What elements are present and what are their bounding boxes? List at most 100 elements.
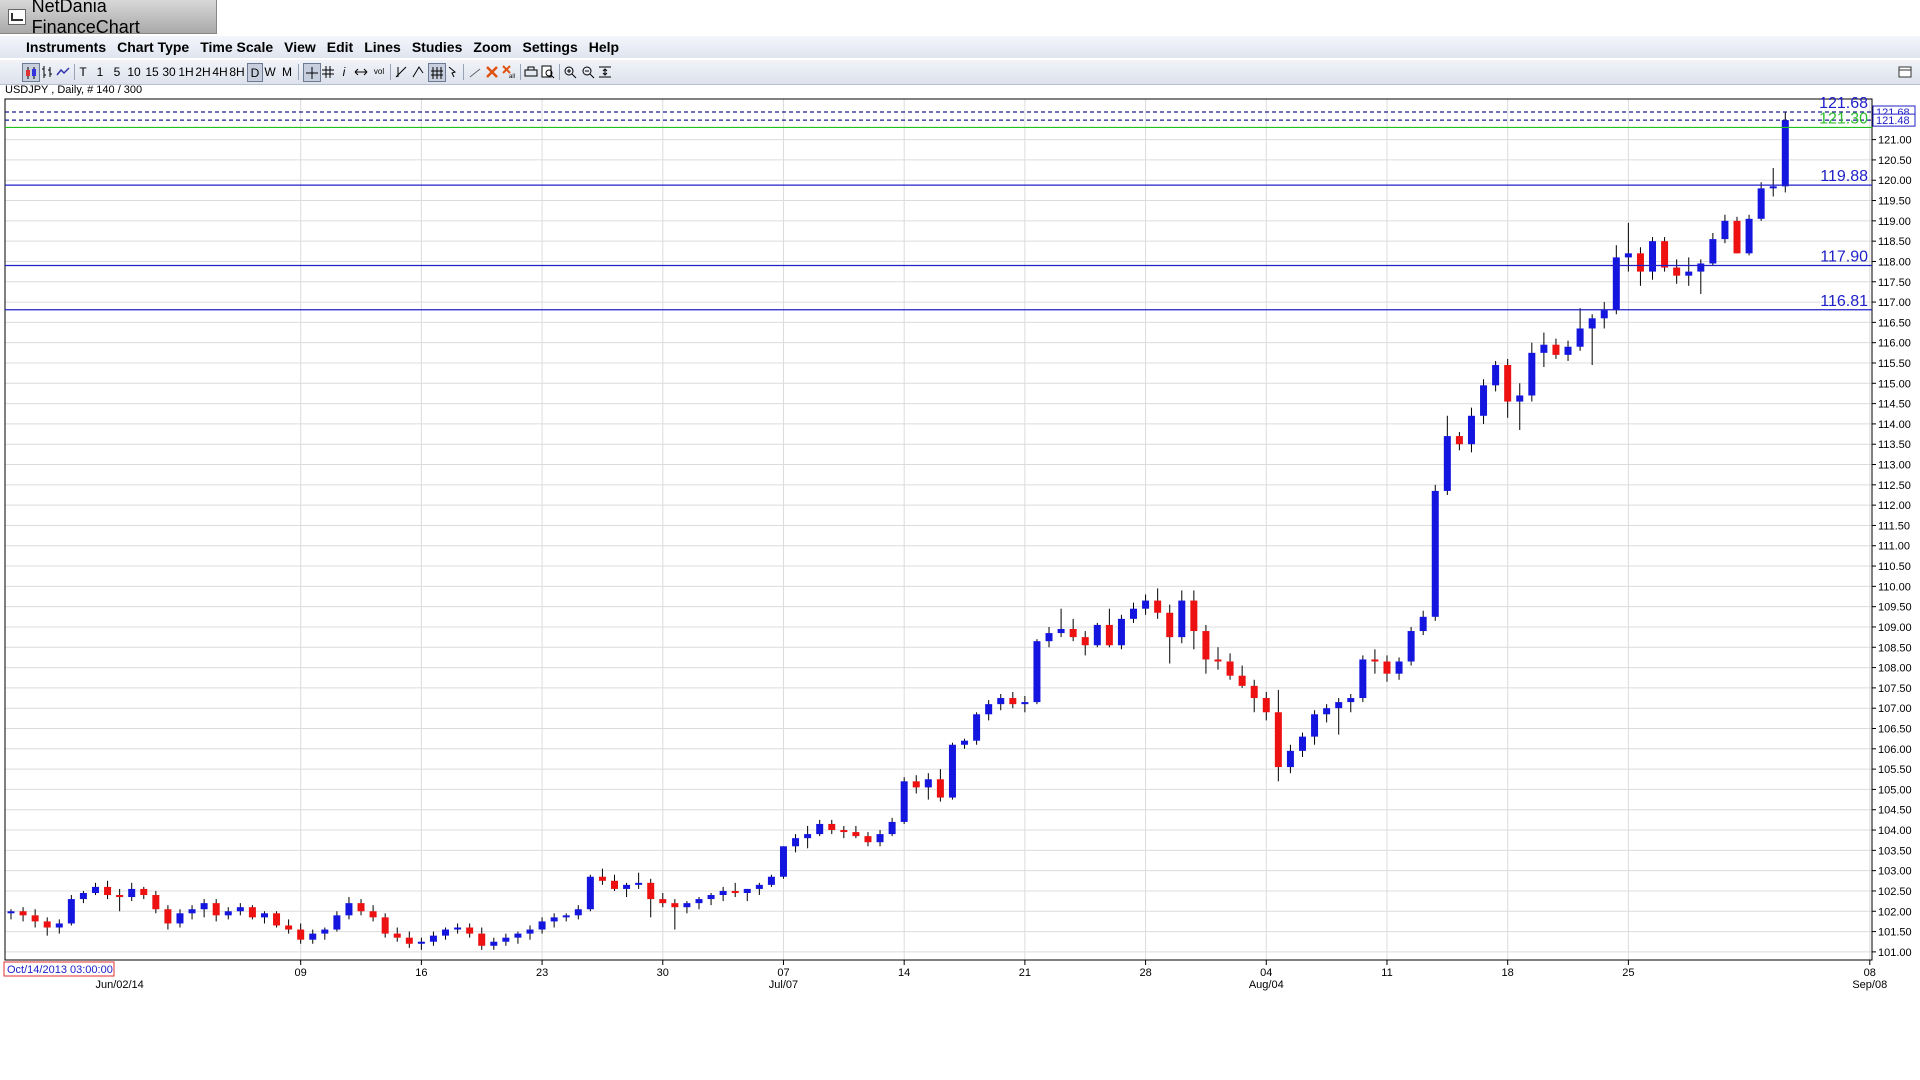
menu-zoom[interactable]: Zoom	[473, 39, 512, 55]
pan-icon[interactable]	[354, 63, 368, 80]
candle	[1721, 214, 1729, 244]
candle-body	[91, 886, 99, 893]
fit-icon[interactable]	[598, 63, 612, 80]
candle-body	[1335, 702, 1343, 709]
timescale-4h[interactable]: 4H	[212, 64, 228, 79]
timescale-t[interactable]: T	[79, 64, 87, 79]
cursor-icon[interactable]	[446, 63, 458, 80]
candle-body	[1274, 712, 1282, 768]
info-icon[interactable]: i	[342, 64, 346, 79]
y-tick-label: 114.00	[1878, 419, 1911, 431]
timescale-d[interactable]: D	[247, 63, 263, 82]
timescale-8h[interactable]: 8H	[229, 64, 245, 79]
candles	[7, 111, 1789, 950]
candle-body	[1262, 698, 1270, 713]
volume-icon[interactable]: vol	[373, 67, 385, 76]
candle	[743, 888, 751, 902]
candle-body	[1419, 616, 1427, 632]
menu-settings[interactable]: Settings	[522, 39, 578, 55]
candle-body	[1395, 661, 1403, 674]
bar-chart-icon[interactable]	[40, 63, 54, 80]
candle-body	[1178, 600, 1186, 638]
menu-edit[interactable]: Edit	[326, 39, 354, 55]
timescale-m[interactable]: M	[282, 64, 292, 79]
candle-body	[707, 895, 715, 900]
candle-body	[816, 823, 824, 835]
timescale-w[interactable]: W	[264, 64, 276, 79]
candle-body	[1166, 612, 1174, 638]
zoom-in-icon[interactable]	[563, 63, 577, 80]
candle	[1190, 590, 1198, 650]
candle	[671, 899, 679, 930]
print-icon[interactable]	[524, 63, 538, 80]
y-tick-label: 112.00	[1878, 500, 1911, 512]
timescale-1[interactable]: 1	[96, 64, 104, 79]
menu-lines[interactable]: Lines	[364, 39, 401, 55]
candle	[152, 890, 160, 914]
candle-body	[647, 882, 655, 900]
zoom-out-icon[interactable]	[581, 63, 595, 80]
candle	[1745, 214, 1753, 256]
x-month-label: Aug/04	[1249, 979, 1284, 991]
menu-view[interactable]: View	[284, 39, 316, 55]
candle	[128, 882, 136, 902]
candle	[7, 909, 15, 920]
x-tick-label: 07	[777, 967, 789, 979]
menu-time-scale[interactable]: Time Scale	[200, 39, 274, 55]
line-chart-icon[interactable]	[56, 63, 70, 80]
window-icon[interactable]	[1897, 63, 1913, 80]
timescale-1h[interactable]: 1H	[178, 64, 194, 79]
candle	[1516, 383, 1524, 430]
candle-body	[502, 937, 510, 942]
x-tick-label: 04	[1260, 967, 1272, 979]
fibonacci-icon[interactable]	[411, 63, 425, 80]
candle	[792, 834, 800, 853]
candle	[67, 895, 75, 926]
print-preview-icon[interactable]	[541, 63, 555, 80]
date-axis: 0916233007142128041118250815222906132027…	[3, 960, 1887, 991]
y-tick-label: 108.00	[1878, 663, 1912, 675]
crosshair-icon[interactable]	[303, 63, 321, 82]
candle	[635, 872, 643, 889]
menu-instruments[interactable]: Instruments	[26, 39, 107, 55]
candlestick-chart-icon[interactable]	[22, 63, 40, 82]
y-tick-label: 107.00	[1878, 703, 1912, 715]
delete-icon[interactable]	[485, 63, 499, 80]
timescale-5[interactable]: 5	[113, 64, 121, 79]
timescale-15[interactable]: 15	[145, 64, 159, 79]
line-tool-icon[interactable]	[468, 63, 482, 80]
y-tick-label: 111.50	[1878, 520, 1910, 532]
candle-body	[1057, 629, 1065, 634]
candle-body	[1009, 698, 1017, 705]
app-chart-icon	[8, 8, 26, 25]
timescale-10[interactable]: 10	[127, 64, 141, 79]
menu-chart-type[interactable]: Chart Type	[117, 39, 190, 55]
candle-body	[792, 838, 800, 847]
candle	[1142, 594, 1150, 615]
candle	[1117, 614, 1125, 650]
candle-body	[417, 941, 425, 944]
y-tick-label: 121.00	[1878, 135, 1912, 147]
candle	[1057, 608, 1065, 638]
candle	[611, 874, 618, 891]
menu-studies[interactable]: Studies	[411, 39, 463, 55]
candle-body	[1407, 631, 1415, 662]
channel-icon[interactable]	[428, 63, 446, 82]
candle	[1021, 696, 1029, 713]
grid-icon[interactable]	[321, 63, 335, 80]
menu-help[interactable]: Help	[588, 39, 620, 55]
candle	[31, 909, 39, 928]
delete-all-icon[interactable]: all	[502, 63, 516, 80]
cursor-date-box	[3, 961, 115, 977]
x-tick-label: 25	[1622, 967, 1634, 979]
candle-body	[1697, 263, 1705, 272]
candle	[1081, 631, 1089, 656]
timescale-2h[interactable]: 2H	[195, 64, 211, 79]
trendline-icon[interactable]	[394, 63, 408, 80]
candle	[707, 892, 715, 906]
timescale-30[interactable]: 30	[162, 64, 176, 79]
candle-body	[731, 890, 739, 893]
candle-body	[1371, 659, 1379, 662]
